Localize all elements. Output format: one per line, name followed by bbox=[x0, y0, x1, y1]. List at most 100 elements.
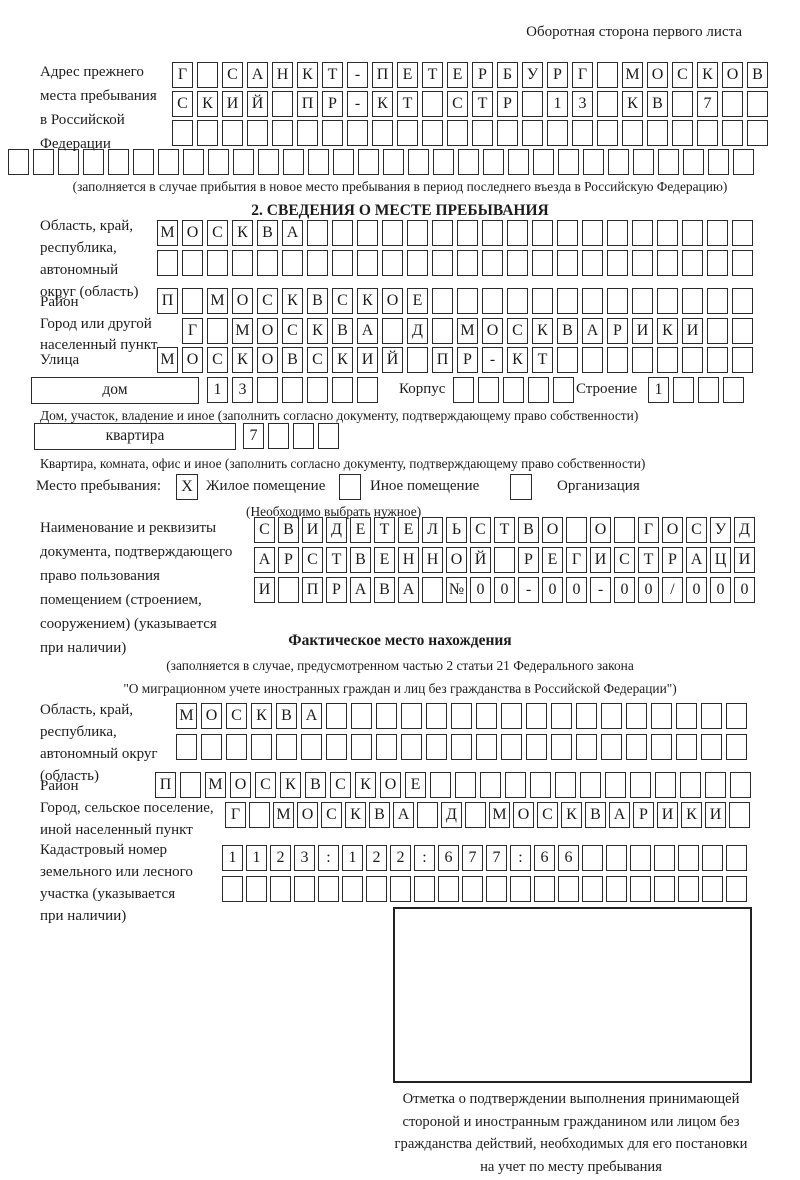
char-cell[interactable] bbox=[401, 734, 422, 760]
char-cell[interactable] bbox=[614, 517, 635, 543]
char-cell[interactable] bbox=[676, 703, 697, 729]
char-cell[interactable] bbox=[507, 250, 528, 276]
char-cell[interactable]: В bbox=[278, 517, 299, 543]
char-cell[interactable] bbox=[462, 876, 483, 902]
char-cell[interactable]: П bbox=[157, 288, 178, 314]
char-cell[interactable] bbox=[8, 149, 29, 175]
char-cell[interactable]: А bbox=[398, 577, 419, 603]
char-cell[interactable] bbox=[551, 734, 572, 760]
char-cell[interactable]: Д bbox=[407, 318, 428, 344]
char-cell[interactable]: К bbox=[332, 347, 353, 373]
char-cell[interactable]: С bbox=[254, 517, 275, 543]
char-cell[interactable]: 7 bbox=[462, 845, 483, 871]
char-cell[interactable] bbox=[555, 772, 576, 798]
char-cell[interactable]: К bbox=[197, 91, 218, 117]
char-cell[interactable] bbox=[726, 876, 747, 902]
char-cell[interactable] bbox=[722, 120, 743, 146]
char-cell[interactable]: Т bbox=[397, 91, 418, 117]
char-cell[interactable] bbox=[422, 91, 443, 117]
char-cell[interactable]: 7 bbox=[486, 845, 507, 871]
char-cell[interactable] bbox=[557, 288, 578, 314]
char-cell[interactable]: Г bbox=[638, 517, 659, 543]
char-cell[interactable] bbox=[207, 250, 228, 276]
char-cell[interactable] bbox=[732, 250, 753, 276]
char-cell[interactable] bbox=[176, 734, 197, 760]
char-cell[interactable]: О bbox=[382, 288, 403, 314]
char-cell[interactable]: Г bbox=[172, 62, 193, 88]
char-cell[interactable] bbox=[183, 149, 204, 175]
char-cell[interactable] bbox=[483, 149, 504, 175]
char-cell[interactable]: 6 bbox=[558, 845, 579, 871]
char-cell[interactable] bbox=[507, 288, 528, 314]
char-cell[interactable] bbox=[430, 772, 451, 798]
char-cell[interactable] bbox=[582, 845, 603, 871]
char-cell[interactable]: Ь bbox=[446, 517, 467, 543]
char-cell[interactable] bbox=[451, 703, 472, 729]
char-cell[interactable] bbox=[557, 347, 578, 373]
char-cell[interactable] bbox=[480, 772, 501, 798]
char-cell[interactable]: И bbox=[734, 547, 755, 573]
char-cell[interactable] bbox=[597, 62, 618, 88]
char-cell[interactable]: Т bbox=[374, 517, 395, 543]
char-cell[interactable] bbox=[508, 149, 529, 175]
char-cell[interactable] bbox=[457, 250, 478, 276]
char-cell[interactable]: В bbox=[647, 91, 668, 117]
char-cell[interactable] bbox=[246, 876, 267, 902]
char-cell[interactable]: Н bbox=[272, 62, 293, 88]
char-cell[interactable] bbox=[630, 876, 651, 902]
char-cell[interactable]: К bbox=[232, 347, 253, 373]
char-cell[interactable]: - bbox=[518, 577, 539, 603]
char-cell[interactable]: Д bbox=[734, 517, 755, 543]
char-cell[interactable]: В bbox=[276, 703, 297, 729]
dom-type-box[interactable]: дом bbox=[31, 377, 199, 404]
char-cell[interactable] bbox=[357, 250, 378, 276]
char-cell[interactable] bbox=[701, 734, 722, 760]
char-cell[interactable] bbox=[680, 772, 701, 798]
char-cell[interactable]: Р bbox=[497, 91, 518, 117]
char-cell[interactable]: Е bbox=[405, 772, 426, 798]
char-cell[interactable] bbox=[526, 703, 547, 729]
char-cell[interactable] bbox=[708, 149, 729, 175]
char-cell[interactable]: / bbox=[662, 577, 683, 603]
char-cell[interactable] bbox=[294, 876, 315, 902]
char-cell[interactable]: С bbox=[330, 772, 351, 798]
char-cell[interactable]: В bbox=[257, 220, 278, 246]
char-cell[interactable] bbox=[233, 149, 254, 175]
char-cell[interactable]: С bbox=[686, 517, 707, 543]
char-cell[interactable]: Ц bbox=[710, 547, 731, 573]
char-cell[interactable] bbox=[576, 734, 597, 760]
char-cell[interactable] bbox=[180, 772, 201, 798]
char-cell[interactable]: С bbox=[257, 288, 278, 314]
char-cell[interactable]: М bbox=[489, 802, 510, 828]
char-cell[interactable] bbox=[478, 377, 499, 403]
char-cell[interactable] bbox=[33, 149, 54, 175]
char-cell[interactable] bbox=[582, 876, 603, 902]
char-cell[interactable]: А bbox=[686, 547, 707, 573]
char-cell[interactable]: А bbox=[350, 577, 371, 603]
char-cell[interactable] bbox=[673, 377, 694, 403]
char-cell[interactable]: К bbox=[251, 703, 272, 729]
char-cell[interactable] bbox=[432, 250, 453, 276]
char-cell[interactable]: Л bbox=[422, 517, 443, 543]
char-cell[interactable] bbox=[733, 149, 754, 175]
char-cell[interactable]: П bbox=[372, 62, 393, 88]
char-cell[interactable] bbox=[351, 734, 372, 760]
char-cell[interactable] bbox=[208, 149, 229, 175]
char-cell[interactable] bbox=[533, 149, 554, 175]
char-cell[interactable]: В bbox=[282, 347, 303, 373]
char-cell[interactable]: С bbox=[447, 91, 468, 117]
char-cell[interactable]: К bbox=[372, 91, 393, 117]
char-cell[interactable]: Е bbox=[397, 62, 418, 88]
char-cell[interactable]: 0 bbox=[614, 577, 635, 603]
char-cell[interactable]: П bbox=[302, 577, 323, 603]
char-cell[interactable]: С bbox=[470, 517, 491, 543]
char-cell[interactable]: Р bbox=[518, 547, 539, 573]
char-cell[interactable]: Й bbox=[470, 547, 491, 573]
char-cell[interactable] bbox=[414, 876, 435, 902]
char-cell[interactable] bbox=[657, 288, 678, 314]
char-cell[interactable] bbox=[307, 220, 328, 246]
char-cell[interactable]: 0 bbox=[566, 577, 587, 603]
char-cell[interactable] bbox=[551, 703, 572, 729]
checkbox-zhiloe[interactable]: X bbox=[176, 474, 198, 500]
char-cell[interactable] bbox=[457, 288, 478, 314]
